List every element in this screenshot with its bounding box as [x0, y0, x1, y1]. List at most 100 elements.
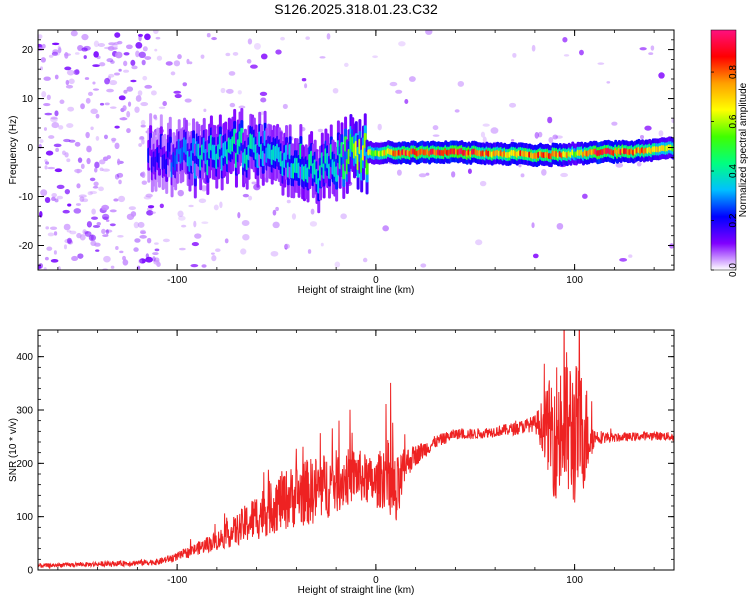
spectrogram-noise-cell: [155, 36, 161, 40]
spectrogram-noise-cell: [48, 135, 55, 139]
spectrogram-noise-cell: [237, 90, 242, 95]
spectrogram-noise-cell: [133, 247, 139, 252]
spectrogram-noise-cell: [103, 134, 108, 140]
spectrogram-noise-cell: [90, 108, 98, 115]
spectrogram-noise-cell: [109, 223, 116, 227]
spectrogram-noise-cell: [144, 84, 153, 89]
spectrogram-x-ticks: -100 0 100: [57, 30, 655, 286]
spectrogram-noise-cell: [113, 72, 121, 76]
spectrogram-noise-cell: [91, 216, 98, 220]
spectrogram-noise-cell: [133, 221, 140, 229]
spectrogram-noise-cell: [88, 234, 97, 242]
spectrogram-noise-cell: [362, 257, 368, 263]
spectrogram-noise-cell: [45, 226, 50, 230]
spectrogram-noise-cell: [38, 143, 42, 149]
spectrogram-noise-cell: [44, 159, 48, 163]
spectrogram-noise-cell: [188, 61, 193, 65]
spectrogram-noise-cell: [432, 125, 439, 131]
spectrogram-noise-cell: [118, 95, 126, 101]
spectrogram-noise-cell: [173, 60, 181, 67]
spectrogram-noise-cell: [51, 51, 59, 56]
spectrogram-noise-cell: [99, 159, 106, 165]
spectrogram-noise-cell: [114, 125, 120, 129]
spectrogram-noise-cell: [344, 62, 349, 68]
spectrogram-noise-cell: [398, 41, 406, 47]
spectrogram-noise-cell: [658, 72, 665, 79]
spectrogram-noise-cell: [123, 60, 128, 67]
spectrogram-noise-cell: [108, 42, 116, 46]
spectrogram-noise-cell: [114, 32, 121, 38]
spectrogram-noise-cell: [54, 110, 59, 117]
spectrogram-noise-cell: [106, 88, 114, 93]
spectrogram-noise-cell: [240, 248, 247, 255]
spectrogram-noise-cell: [547, 116, 553, 124]
spectrogram-noise-cell: [225, 88, 234, 94]
spectrogram-noise-cell: [62, 209, 70, 214]
spectrogram-noise-cell: [66, 69, 75, 76]
spectrogram-noise-cell: [109, 106, 117, 109]
spectrogram-noise-cell: [389, 81, 398, 87]
spectrogram-x-tick-label: -100: [167, 275, 187, 286]
spectrogram-noise-cell: [162, 238, 170, 243]
spectrogram-noise-cell: [122, 105, 127, 112]
spectrogram-noise-cell: [225, 52, 231, 57]
spectrogram-noise-cell: [44, 256, 49, 261]
spectrogram-noise-cell: [145, 193, 153, 198]
spectrogram-x-tick-label: 100: [566, 275, 583, 286]
spectrogram-noise-cell: [71, 255, 79, 262]
spectrogram-noise-cell: [110, 265, 115, 269]
spectrogram-noise-cell: [377, 123, 382, 131]
spectrogram-noise-cell: [145, 253, 149, 259]
spectrogram-noise-cell: [46, 94, 51, 101]
spectrogram-noise-cell: [224, 238, 229, 244]
spectrogram-noise-cell: [81, 33, 89, 41]
spectrogram-noise-cell: [140, 125, 146, 128]
spectrogram-noise-cell: [93, 51, 99, 58]
spectrogram-noise-cell: [181, 224, 187, 228]
spectrogram-noise-cell: [51, 192, 58, 198]
spectrogram-noise-cell: [126, 86, 134, 92]
spectrogram-noise-cell: [658, 130, 664, 137]
spectrogram-y-tick-label: -20: [19, 241, 34, 252]
spectrogram-noise-cell: [102, 234, 109, 238]
spectrogram-y-tick-label: 0: [27, 143, 33, 154]
spectrogram-noise-cell: [541, 169, 547, 176]
spectrogram-noise-cell: [99, 102, 105, 106]
spectrogram-noise-cell: [247, 38, 253, 45]
spectrogram-noise-cell: [117, 158, 121, 166]
spectrogram-noise-cell: [479, 180, 487, 187]
spectrogram-noise-cell: [92, 64, 101, 68]
spectrogram-noise-cell: [246, 59, 252, 64]
spectrogram-noise-cell: [141, 139, 145, 145]
spectrogram-noise-cell: [404, 98, 409, 105]
spectrogram-noise-cell: [200, 185, 208, 192]
spectrogram-noise-cell: [170, 71, 176, 76]
spectrogram-noise-cell: [165, 61, 173, 66]
spectrogram-noise-cell: [76, 183, 81, 189]
spectrogram-noise-cell: [81, 47, 88, 52]
spectrogram-noise-cell: [282, 103, 288, 110]
spectrogram-noise-cell: [562, 36, 568, 43]
spectrogram-noise-cell: [425, 172, 430, 176]
spectrogram-noise-cell: [96, 221, 101, 226]
spectrogram-noise-cell: [41, 43, 46, 49]
spectrogram-noise-cell: [146, 210, 154, 216]
spectrogram-noise-cell: [38, 34, 43, 39]
spectrogram-noise-cell: [93, 40, 100, 48]
spectrogram-noise-cell: [174, 93, 182, 99]
spectrogram-noise-cell: [130, 211, 137, 217]
spectrogram-noise-cell: [153, 114, 157, 119]
spectrogram-noise-cell: [291, 213, 297, 220]
spectrogram-noise-cell: [39, 139, 44, 144]
spectrogram-noise-cell: [532, 253, 539, 259]
spectrogram-noise-cell: [238, 105, 246, 109]
spectrogram-noise-cell: [636, 161, 642, 167]
colorbar: 0.0 0.2 0.4 0.6 0.8 Normalized spectral ampl…: [710, 29, 749, 277]
spectrogram-noise-cell: [144, 56, 152, 60]
spectrogram-noise-cell: [84, 231, 92, 237]
spectrogram-noise-cell: [510, 139, 515, 142]
spectrogram-noise-cell: [319, 56, 326, 59]
spectrogram-noise-cell: [556, 222, 564, 230]
spectrogram-noise-cell: [126, 128, 131, 134]
